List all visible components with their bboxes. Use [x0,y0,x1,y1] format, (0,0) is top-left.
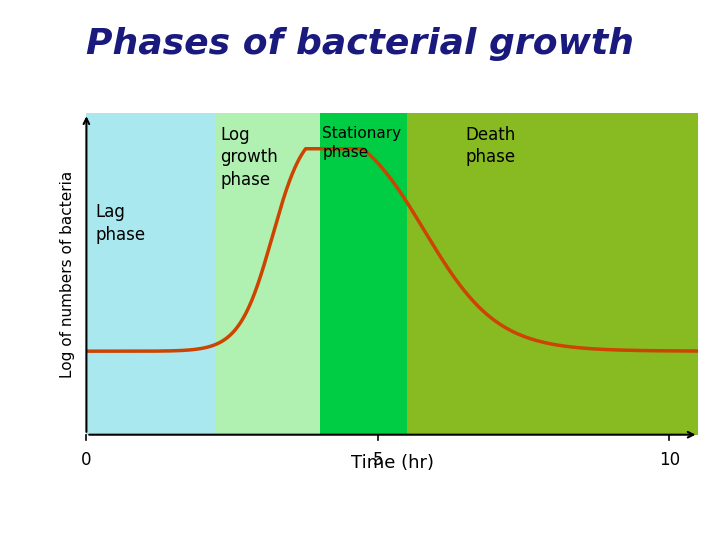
Text: Log
growth
phase: Log growth phase [220,126,278,188]
Text: 5: 5 [372,451,383,469]
Text: Stationary
phase: Stationary phase [323,126,402,160]
Text: Phases of bacterial growth: Phases of bacterial growth [86,27,634,61]
X-axis label: Time (hr): Time (hr) [351,454,434,472]
Text: 10: 10 [659,451,680,469]
Bar [320,113,407,435]
Y-axis label: Log of numbers of bacteria: Log of numbers of bacteria [60,171,76,377]
Text: 0: 0 [81,451,91,469]
Bar [215,113,320,435]
Text: Lag
phase: Lag phase [95,204,145,244]
Text: Laboratory Training for Field Epidemiologists: Laboratory Training for Field Epidemiolo… [11,513,290,526]
Bar [86,113,215,435]
Bar [407,113,698,435]
Text: Death
phase: Death phase [465,126,516,166]
